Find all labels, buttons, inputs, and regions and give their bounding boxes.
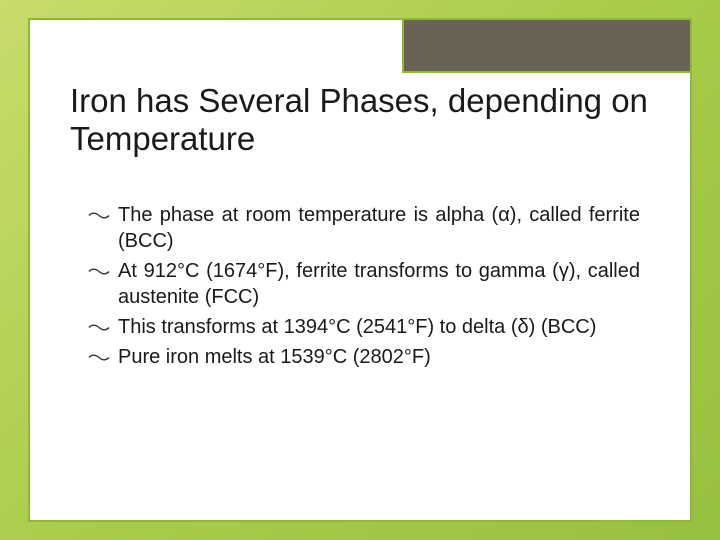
- bullet-item: At 912°C (1674°F), ferrite transforms to…: [88, 258, 640, 310]
- slide-content: Iron has Several Phases, depending on Te…: [30, 20, 690, 404]
- corner-decoration: [402, 18, 692, 73]
- bullet-item: The phase at room temperature is alpha (…: [88, 202, 640, 254]
- bullet-item: Pure iron melts at 1539°C (2802°F): [88, 344, 640, 370]
- bullet-list: The phase at room temperature is alpha (…: [70, 202, 650, 370]
- slide-title: Iron has Several Phases, depending on Te…: [70, 82, 650, 158]
- slide-frame: Iron has Several Phases, depending on Te…: [28, 18, 692, 522]
- bullet-item: This transforms at 1394°C (2541°F) to de…: [88, 314, 640, 340]
